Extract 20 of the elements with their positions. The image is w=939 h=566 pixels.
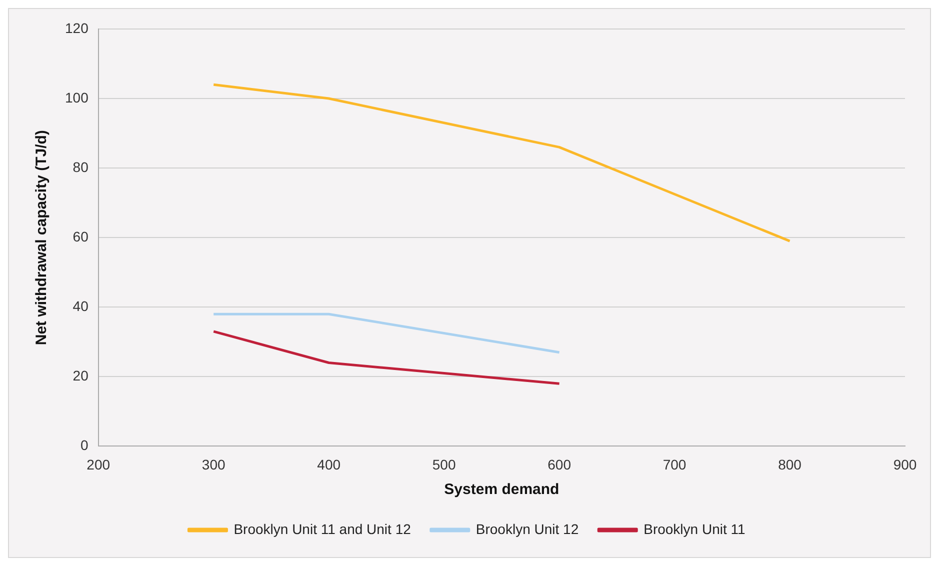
x-axis-title: System demand <box>444 481 560 498</box>
y-tick-label: 0 <box>80 437 89 454</box>
y-axis-title: Net withdrawal capacity (TJ/d) <box>33 130 50 346</box>
x-tick-label: 800 <box>778 456 802 472</box>
y-tick-label: 120 <box>65 20 89 36</box>
legend-label: Brooklyn Unit 11 and Unit 12 <box>234 520 412 537</box>
y-tick-label: 40 <box>72 298 89 314</box>
x-tick-label: 300 <box>202 456 226 472</box>
y-tick-label: 60 <box>72 228 89 244</box>
y-tick-label: 80 <box>72 158 89 175</box>
x-tick-label: 400 <box>317 456 341 472</box>
x-tick-label: 500 <box>432 456 456 472</box>
legend-label: Brooklyn Unit 11 <box>644 520 746 537</box>
x-tick-label: 900 <box>893 456 917 472</box>
y-tick-label: 20 <box>72 368 89 384</box>
x-tick-label: 200 <box>86 456 110 472</box>
x-tick-label: 600 <box>548 456 572 472</box>
y-tick-label: 100 <box>65 89 89 106</box>
legend-label: Brooklyn Unit 12 <box>476 520 579 537</box>
x-tick-label: 700 <box>662 456 686 472</box>
